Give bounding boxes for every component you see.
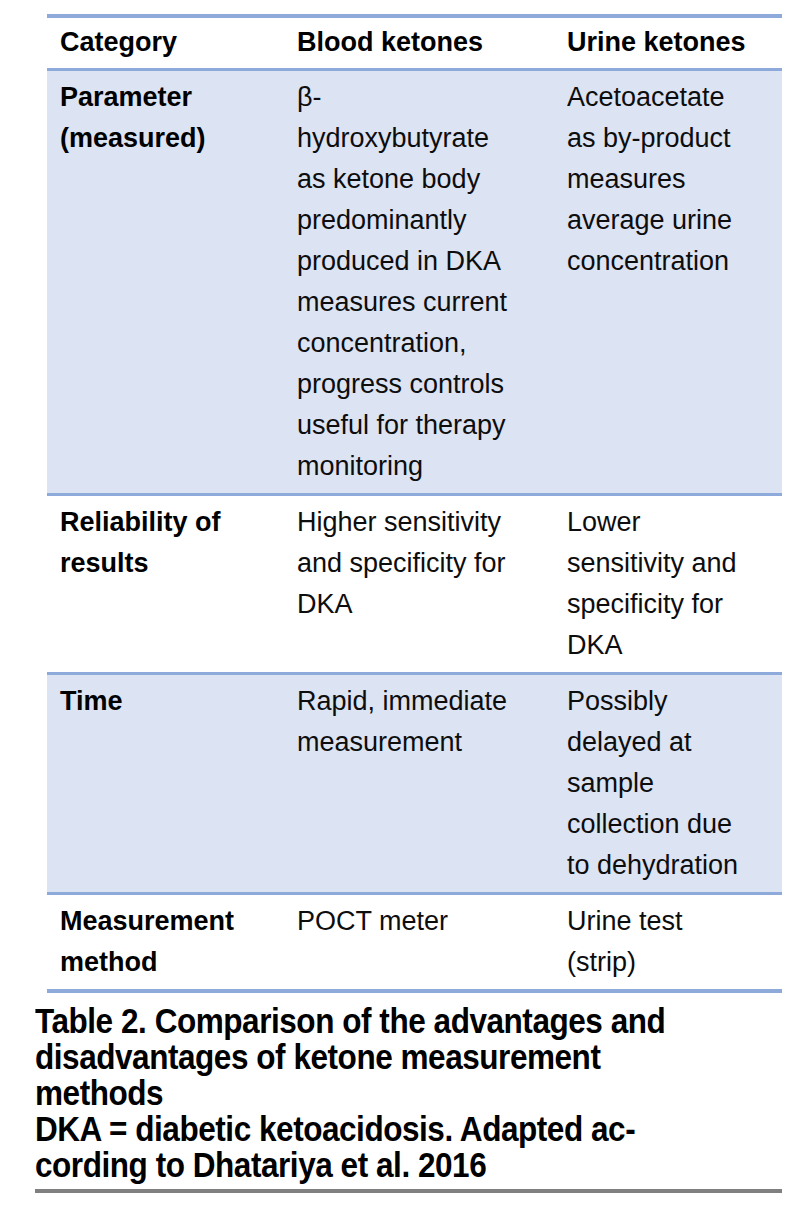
table-caption: Table 2. Comparison of the advantages an… [35, 1003, 782, 1183]
cell-category: Time [47, 674, 284, 894]
table-row-time: Time Rapid, immediate measurement Possib… [47, 674, 782, 894]
cell-urine-ketones: Acetoacetate as by-product measures aver… [554, 70, 782, 495]
cell-urine-ketones: Possibly delayed at sample collection du… [554, 674, 782, 894]
cell-blood-ketones: Rapid, immediate measurement [284, 674, 554, 894]
cell-category: Measurement method [47, 894, 284, 992]
col-header-category: Category [47, 16, 284, 70]
cell-urine-ketones: Urine test (strip) [554, 894, 782, 992]
caption-line: methods [35, 1075, 782, 1111]
caption-line: Table 2. Comparison of the advantages an… [35, 1003, 782, 1039]
cell-blood-ketones: POCT meter [284, 894, 554, 992]
ketone-comparison-table-container: Category Blood ketones Urine ketones Par… [47, 14, 782, 993]
ketone-comparison-table: Category Blood ketones Urine ketones Par… [47, 14, 782, 993]
header-row: Category Blood ketones Urine ketones [47, 16, 782, 70]
cell-urine-ketones: Lower sensitivity and specificity for DK… [554, 495, 782, 674]
caption-line: disadvantages of ketone measurement [35, 1039, 782, 1075]
caption-line: DKA = diabetic ketoacidosis. Adapted ac- [35, 1111, 782, 1147]
cell-category: Reliability of results [47, 495, 284, 674]
table-row-reliability: Reliability of results Higher sensitivit… [47, 495, 782, 674]
table-row-parameter: Parameter (measured) β- hydroxybutyrate … [47, 70, 782, 495]
caption-line: cording to Dhatariya et al. 2016 [35, 1147, 782, 1183]
cell-category: Parameter (measured) [47, 70, 284, 495]
bottom-divider [35, 1189, 782, 1193]
table-row-measurement-method: Measurement method POCT meter Urine test… [47, 894, 782, 992]
cell-blood-ketones: β- hydroxybutyrate as ketone body predom… [284, 70, 554, 495]
col-header-blood-ketones: Blood ketones [284, 16, 554, 70]
col-header-urine-ketones: Urine ketones [554, 16, 782, 70]
cell-blood-ketones: Higher sensitivity and specificity for D… [284, 495, 554, 674]
